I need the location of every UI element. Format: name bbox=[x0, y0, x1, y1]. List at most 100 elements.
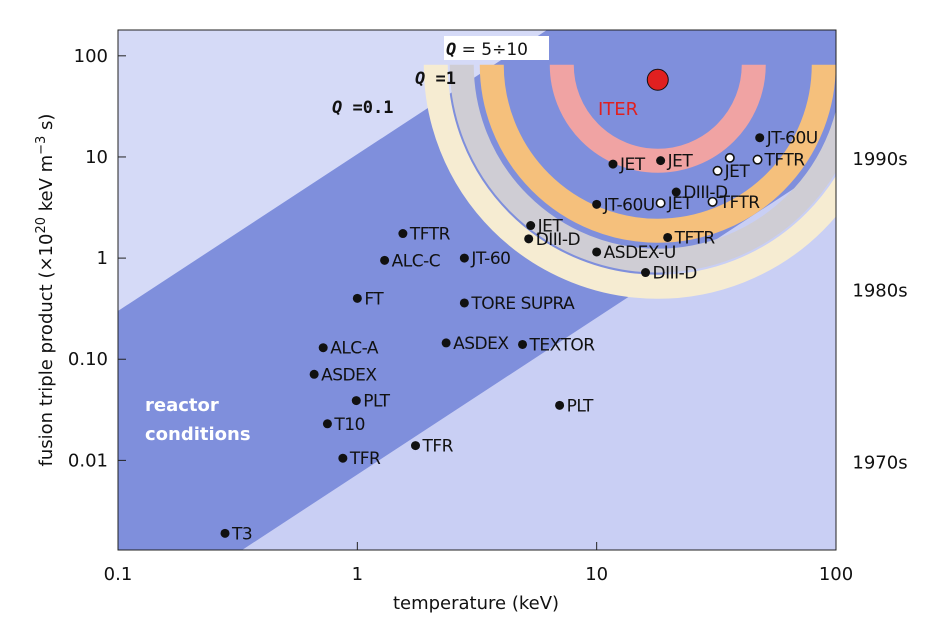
data-point-marker bbox=[524, 234, 534, 244]
data-point-label: DIII-D bbox=[653, 264, 698, 284]
data-point-marker bbox=[411, 441, 421, 451]
data-point-marker bbox=[220, 528, 230, 538]
data-point-marker bbox=[755, 133, 765, 143]
data-point-label: DIII-D bbox=[536, 230, 581, 250]
data-point-label: TFTR bbox=[674, 228, 716, 248]
data-point-marker bbox=[459, 298, 469, 308]
y-tick-label: 100 bbox=[74, 46, 108, 67]
y-tick-label: 10 bbox=[85, 147, 108, 168]
data-point-label: JET bbox=[619, 155, 646, 175]
y-tick-label: 1 bbox=[97, 248, 108, 269]
data-point-marker bbox=[526, 221, 536, 231]
axis-ticks: 0.1 1 10 100 0.01 0.10 1 10 100 bbox=[68, 46, 853, 585]
q-label-0-1: Q =0.1 bbox=[332, 98, 393, 118]
data-point-label: TFR bbox=[422, 437, 454, 457]
data-point-marker bbox=[555, 400, 565, 410]
breakeven-ring-q-1 bbox=[479, 64, 836, 243]
data-point-label: TORE SUPRA bbox=[470, 294, 575, 314]
data-point-marker bbox=[318, 343, 328, 353]
q-label-5-10-text: Q = 5÷10 bbox=[446, 40, 528, 60]
plot-area: T3 TFR T10 PLT ASDEX ALC-A FT ALC-C TFTR TFR ASDEX… bbox=[68, 29, 853, 585]
data-point-label: ASDEX-U bbox=[604, 243, 676, 263]
data-points: T3 TFR T10 PLT ASDEX ALC-A FT ALC-C TFTR TFR ASDEX… bbox=[220, 68, 818, 544]
y-title-prefix: fusion triple product (×10 bbox=[36, 234, 57, 467]
q-label-box bbox=[444, 36, 549, 60]
y-tick-label: 0.10 bbox=[68, 349, 108, 370]
data-point-marker bbox=[352, 293, 362, 303]
data-point-marker bbox=[380, 255, 390, 265]
data-point-label: DIII-D bbox=[683, 183, 728, 203]
data-point-marker bbox=[752, 154, 763, 165]
x-tick-label: 10 bbox=[585, 564, 608, 585]
data-point-marker bbox=[592, 199, 602, 209]
reactor-conditions-label-line2: conditions bbox=[145, 424, 251, 445]
y-title-exp1: 20 bbox=[34, 217, 49, 234]
x-tick-label: 0.1 bbox=[104, 564, 133, 585]
data-point-marker bbox=[663, 232, 673, 242]
data-point-label: JT-60U bbox=[603, 195, 655, 215]
iter-marker bbox=[646, 68, 669, 91]
data-point-marker bbox=[351, 396, 361, 406]
data-point-label: TFTR bbox=[719, 193, 761, 213]
data-point-marker bbox=[712, 165, 723, 176]
plot-frame bbox=[117, 29, 837, 551]
data-point-label: JT-60 bbox=[470, 249, 510, 269]
q-label-1: Q =1 bbox=[415, 69, 456, 89]
data-point-label: TFTR bbox=[409, 225, 451, 245]
data-point-marker bbox=[592, 247, 602, 257]
data-point-marker bbox=[309, 369, 319, 379]
era-label: 1970s bbox=[852, 453, 907, 474]
data-point-label: JET bbox=[667, 194, 694, 214]
breakeven-ring-q-0-1 bbox=[449, 64, 836, 273]
data-point-label: JET bbox=[667, 152, 694, 172]
data-point-marker bbox=[322, 419, 332, 429]
data-point-label: T10 bbox=[333, 415, 365, 435]
iter-label: ITER bbox=[598, 99, 638, 120]
reactor-conditions-label-line1: reactor bbox=[145, 395, 219, 416]
data-point-marker bbox=[338, 453, 348, 463]
data-point-label: T3 bbox=[231, 524, 252, 544]
data-point-label: JT-60U bbox=[766, 129, 818, 149]
q-label-5-10: Q = 5÷10 bbox=[444, 36, 549, 60]
data-point-label: ASDEX bbox=[321, 365, 377, 385]
data-point-label: ALC-A bbox=[330, 339, 379, 359]
data-point-marker bbox=[518, 339, 528, 349]
q-symbol: Q bbox=[332, 98, 342, 118]
data-point-label: PLT bbox=[363, 392, 390, 412]
data-point-label: JET bbox=[537, 217, 564, 237]
data-point-marker bbox=[671, 187, 681, 197]
y-title-suffix: s) bbox=[36, 114, 57, 136]
q-value: =1 bbox=[425, 69, 456, 89]
q-value: = 5÷10 bbox=[456, 40, 528, 60]
era-labels: 1990s 1980s 1970s bbox=[852, 149, 907, 473]
y-tick-label: 0.01 bbox=[68, 450, 108, 471]
data-point-marker bbox=[608, 159, 618, 169]
data-point-marker bbox=[724, 152, 735, 163]
data-point-marker bbox=[641, 268, 651, 278]
data-point-marker bbox=[707, 196, 718, 207]
data-point-label: TFR bbox=[349, 449, 381, 469]
breakeven-ring-outer bbox=[423, 64, 836, 299]
y-title-exp2: −3 bbox=[34, 136, 49, 155]
era-label: 1990s bbox=[852, 149, 907, 170]
data-point-label: TFTR bbox=[764, 151, 806, 171]
data-point-marker bbox=[441, 338, 451, 348]
data-point-label: ASDEX bbox=[453, 334, 509, 354]
era-label: 1980s bbox=[852, 280, 907, 301]
q-symbol: Q bbox=[446, 40, 456, 60]
data-point-label: ALC-C bbox=[392, 251, 440, 271]
data-point-marker bbox=[459, 253, 469, 263]
upper-region-tint bbox=[118, 30, 836, 311]
data-point-marker bbox=[655, 198, 666, 209]
data-point-label: JET bbox=[724, 162, 751, 182]
data-point-label: FT bbox=[364, 289, 384, 309]
data-point-marker bbox=[398, 229, 408, 239]
data-point-marker bbox=[656, 156, 666, 166]
x-tick-label: 100 bbox=[819, 564, 853, 585]
data-point-label: PLT bbox=[567, 396, 594, 416]
x-tick-label: 1 bbox=[352, 564, 363, 585]
data-point-label: TEXTOR bbox=[529, 335, 596, 355]
y-title-mid: keV m bbox=[36, 155, 57, 217]
q-value: =0.1 bbox=[342, 98, 393, 118]
